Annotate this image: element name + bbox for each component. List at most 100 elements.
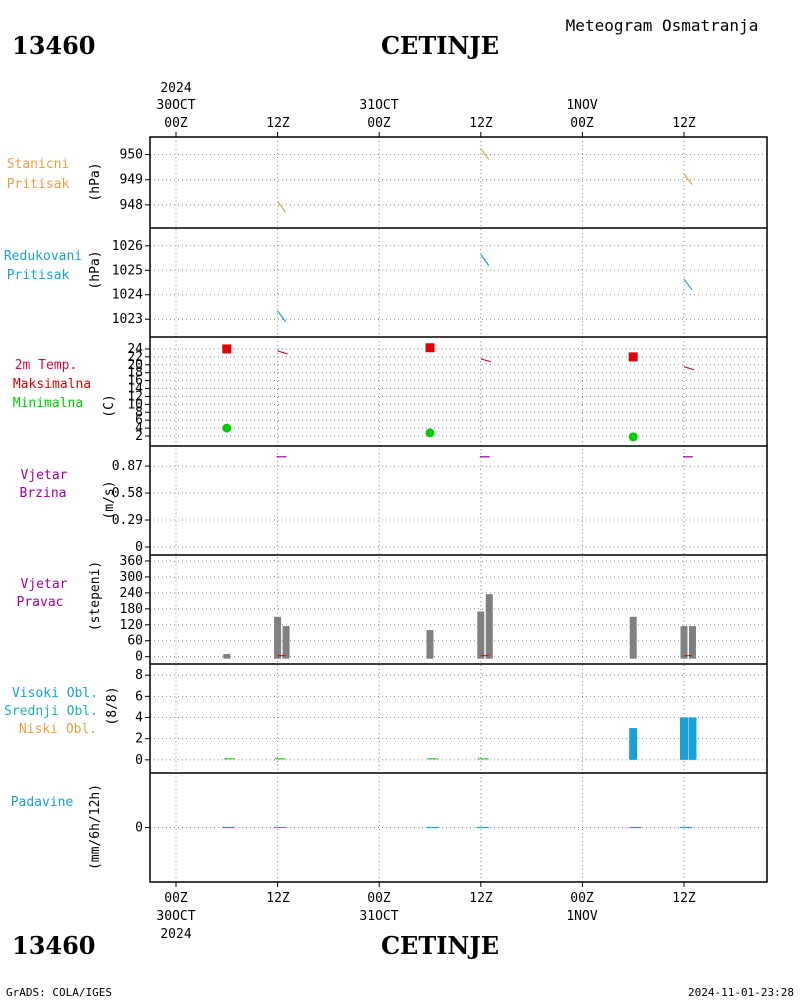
unit-station-pressure: (hPa) <box>88 162 103 201</box>
unit-clouds: (8/8) <box>105 686 120 725</box>
top-date-label-2: 31OCT <box>359 98 398 113</box>
reduced-pressure-point <box>277 310 287 323</box>
y-tick-label: 120 <box>120 618 143 633</box>
y-tick-label: 18 <box>127 366 143 381</box>
label-station-pressure-2: Pritisak <box>7 177 70 192</box>
y-tick-label: 8 <box>135 668 143 683</box>
y-tick-label: 60 <box>127 634 143 649</box>
y-tick-label: 8 <box>135 405 143 420</box>
label-wind-speed-2: Brzina <box>20 486 67 501</box>
wind-direction-bar <box>680 626 688 659</box>
unit-wind-speed: (m/s) <box>102 480 117 519</box>
y-tick-label: 0.87 <box>112 459 143 474</box>
top-date-label-1: 30OCT <box>156 98 195 113</box>
bottom-date-label-2: 31OCT <box>359 909 398 924</box>
wind-direction-bar <box>629 616 637 659</box>
temp-2m-point <box>480 358 491 363</box>
station-id-top: 13460 <box>12 31 96 60</box>
y-tick-label: 948 <box>120 198 143 213</box>
wind-direction-bar <box>274 616 282 659</box>
label-wind-speed-1: Vjetar <box>21 468 68 483</box>
top-hour-label-1: 00Z <box>164 116 188 131</box>
label-temp-min: Minimalna <box>13 396 83 411</box>
bottom-hour-label-5: 00Z <box>570 891 594 906</box>
label-cloud-high: Visoki Obl. <box>12 686 98 701</box>
y-tick-label: 16 <box>127 374 143 389</box>
temp-max-marker <box>628 352 638 362</box>
bottom-year-label: 2024 <box>160 927 191 942</box>
temp-min-marker <box>628 432 638 442</box>
temp-2m-point <box>683 366 695 371</box>
y-tick-label: 0.29 <box>112 513 143 528</box>
y-tick-label: 4 <box>135 421 143 436</box>
y-tick-label: 20 <box>127 358 143 373</box>
y-tick-label: 22 <box>127 350 143 365</box>
y-tick-label: 24 <box>127 342 143 357</box>
y-tick-label: 1025 <box>112 263 143 278</box>
station-pressure-point <box>480 148 490 160</box>
unit-wind-direction: (stepeni) <box>88 561 103 631</box>
bottom-hour-label-4: 12Z <box>469 891 493 906</box>
station-pressure-point <box>277 201 287 213</box>
high-cloud-bar <box>629 728 638 760</box>
temp-max-marker <box>425 343 435 353</box>
chart-title: Meteogram Osmatranja <box>566 16 759 35</box>
y-tick-label: 2 <box>135 732 143 747</box>
plot-frame <box>149 136 768 883</box>
wind-direction-bar <box>223 654 231 659</box>
unit-precipitation: (mm/6h/12h) <box>88 784 103 870</box>
temp-max-marker <box>222 344 232 354</box>
label-cloud-mid: Srednji Obl. <box>4 704 98 719</box>
high-cloud-bar <box>680 717 688 760</box>
reduced-pressure-point <box>683 278 693 291</box>
temp-min-marker <box>425 428 435 438</box>
unit-labels: (hPa) (hPa) (C) (m/s) (stepeni) (8/8) (m… <box>88 162 120 870</box>
bottom-hour-label-1: 00Z <box>164 891 188 906</box>
label-reduced-pressure-1: Redukovani <box>4 249 82 264</box>
y-tick-label: 6 <box>135 689 143 704</box>
timestamp-label: 2024-11-01-23:28 <box>688 986 794 999</box>
label-cloud-low: Niski Obl. <box>19 722 97 737</box>
label-precip: Padavine <box>11 795 74 810</box>
y-tick-label: 10 <box>127 397 143 412</box>
top-date-label-3: 1NOV <box>566 98 597 113</box>
y-tick-label: 0 <box>135 540 143 555</box>
temp-min-marker <box>222 423 232 433</box>
unit-temperature: (C) <box>102 394 117 417</box>
label-temp-max: Maksimalna <box>13 377 91 392</box>
station-id-bottom: 13460 <box>12 931 96 960</box>
wind-direction-bar <box>485 594 493 659</box>
y-tick-label: 6 <box>135 413 143 428</box>
y-tick-label: 300 <box>120 570 143 585</box>
unit-reduced-pressure: (hPa) <box>88 250 103 289</box>
reduced-pressure-point <box>480 254 490 266</box>
marks-layer <box>222 148 697 829</box>
y-tick-label: 12 <box>127 389 143 404</box>
y-tick-label: 0 <box>135 753 143 768</box>
label-wind-dir-2: Pravac <box>17 595 64 610</box>
bottom-hour-label-2: 12Z <box>266 891 290 906</box>
station-pressure-point <box>683 173 693 186</box>
label-station-pressure-1: Stanicni <box>7 157 70 172</box>
wind-direction-bar <box>426 630 434 659</box>
top-hour-label-5: 00Z <box>570 116 594 131</box>
y-tick-label: 950 <box>120 148 143 163</box>
credit-label: GrADS: COLA/IGES <box>6 986 112 999</box>
temp-2m-point <box>277 350 288 355</box>
y-tick-label: 0 <box>135 821 143 836</box>
y-tick-label: 0 <box>135 650 143 665</box>
wind-direction-bar <box>282 626 290 659</box>
y-tick-label: 1026 <box>112 239 143 254</box>
station-name-top: CETINJE <box>381 31 499 60</box>
bottom-hour-label-3: 00Z <box>367 891 391 906</box>
bottom-date-label-1: 30OCT <box>156 909 195 924</box>
top-hour-label-4: 12Z <box>469 116 493 131</box>
y-tick-label: 360 <box>120 554 143 569</box>
wind-direction-bar <box>688 626 696 659</box>
label-temp-2m: 2m Temp. <box>15 358 78 373</box>
label-wind-dir-1: Vjetar <box>21 577 68 592</box>
top-hour-label-6: 12Z <box>672 116 696 131</box>
grid-layer: 9489499501023102410251026246810121416182… <box>112 137 767 882</box>
y-tick-label: 2 <box>135 429 143 444</box>
